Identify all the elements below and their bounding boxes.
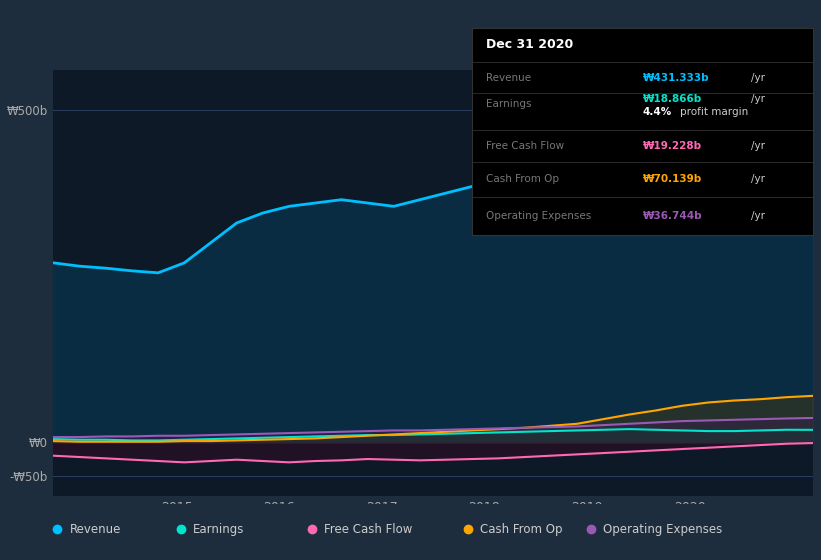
Text: Dec 31 2020: Dec 31 2020 <box>486 38 573 51</box>
Text: Free Cash Flow: Free Cash Flow <box>324 522 413 536</box>
Text: Cash From Op: Cash From Op <box>486 174 559 184</box>
Text: Revenue: Revenue <box>70 522 122 536</box>
Text: /yr: /yr <box>751 211 765 221</box>
Text: Operating Expenses: Operating Expenses <box>603 522 722 536</box>
Text: ₩431.333b: ₩431.333b <box>643 73 709 83</box>
Text: ₩18.866b: ₩18.866b <box>643 95 702 105</box>
Text: /yr: /yr <box>751 174 765 184</box>
Text: /yr: /yr <box>751 95 765 105</box>
Text: ₩70.139b: ₩70.139b <box>643 174 702 184</box>
Text: Operating Expenses: Operating Expenses <box>486 211 591 221</box>
Text: /yr: /yr <box>751 141 765 151</box>
Text: /yr: /yr <box>751 73 765 83</box>
Text: Cash From Op: Cash From Op <box>480 522 562 536</box>
Text: Revenue: Revenue <box>486 73 531 83</box>
Text: Free Cash Flow: Free Cash Flow <box>486 141 564 151</box>
Text: profit margin: profit margin <box>680 107 748 117</box>
Text: Earnings: Earnings <box>193 522 245 536</box>
Text: Earnings: Earnings <box>486 99 531 109</box>
Text: ₩36.744b: ₩36.744b <box>643 211 702 221</box>
Text: ₩19.228b: ₩19.228b <box>643 141 702 151</box>
Text: 4.4%: 4.4% <box>643 107 672 117</box>
